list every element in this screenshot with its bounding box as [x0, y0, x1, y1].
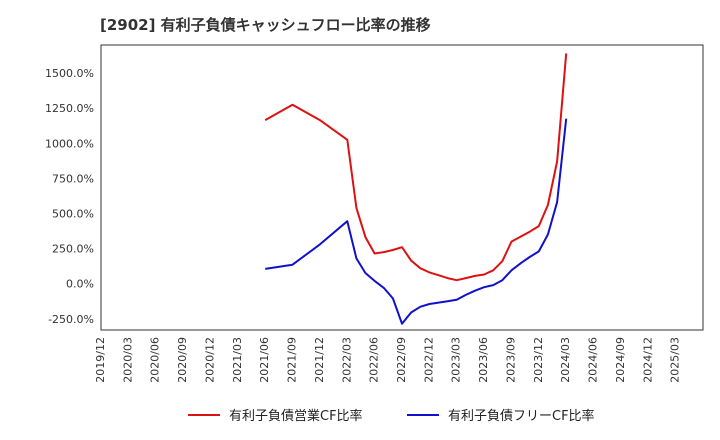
legend-label-1: 有利子負債営業CF比率: [229, 408, 363, 424]
x-tick-label: 2023/06: [477, 337, 490, 383]
x-tick-label: 2024/03: [559, 337, 572, 383]
x-tick-label: 2021/03: [231, 337, 244, 383]
series-line-1: [264, 53, 568, 282]
y-tick-label: 1250.0%: [45, 102, 94, 115]
x-tick-label: 2020/09: [176, 337, 189, 383]
x-tick-label: 2023/03: [450, 337, 463, 383]
x-tick-label: 2022/06: [368, 337, 381, 383]
y-tick-label: 1000.0%: [45, 137, 94, 150]
x-tick-label: 2021/09: [286, 337, 299, 383]
x-tick-label: 2024/09: [614, 337, 627, 383]
x-tick-label: 2021/06: [258, 337, 271, 383]
y-tick-label: 250.0%: [52, 243, 94, 256]
x-tick-label: 2024/06: [587, 337, 600, 383]
x-tick-label: 2022/09: [395, 337, 408, 383]
x-tick-label: 2022/12: [422, 337, 435, 383]
y-tick-label: 750.0%: [52, 172, 94, 185]
x-tick-label: 2023/09: [504, 337, 517, 383]
plot-area: [101, 45, 703, 330]
y-tick-label: -250.0%: [48, 313, 94, 326]
x-tick-label: 2020/12: [203, 337, 216, 383]
series-line-2: [265, 118, 568, 325]
legend: 有利子負債営業CF比率 有利子負債フリーCF比率: [188, 408, 595, 424]
x-tick-label: 2021/12: [313, 337, 326, 383]
x-tick-label: 2024/12: [641, 337, 654, 383]
x-tick-label: 2022/03: [340, 337, 353, 383]
y-tick-label: 0.0%: [66, 278, 94, 291]
y-axis-ticks: -250.0% 0.0% 250.0% 500.0% 750.0% 1000.0% 1250…: [45, 67, 94, 326]
legend-label-2: 有利子負債フリーCF比率: [448, 408, 595, 424]
plot-border: [100, 44, 704, 331]
x-tick-label: 2019/12: [94, 337, 107, 383]
x-tick-label: 2020/03: [121, 337, 134, 383]
x-tick-label: 2025/03: [669, 337, 682, 383]
x-tick-label: 2020/06: [149, 337, 162, 383]
plot-frame: [100, 44, 704, 331]
series-group: [264, 53, 568, 325]
chart-title: [2902] 有利子負債キャッシュフロー比率の推移: [100, 16, 431, 34]
x-axis-ticks: 2019/12 2020/03 2020/06 2020/09 2020/12 2021/…: [94, 337, 682, 383]
x-tick-label: 2023/12: [532, 337, 545, 383]
y-tick-label: 500.0%: [52, 207, 94, 220]
y-tick-label: 1500.0%: [45, 67, 94, 80]
